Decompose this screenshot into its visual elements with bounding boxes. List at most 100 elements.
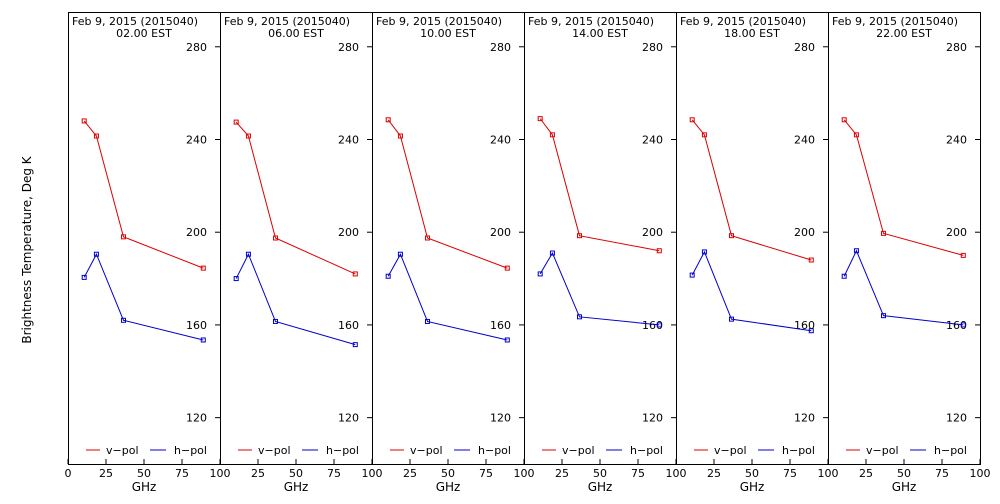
data-point-h-pol [656, 322, 662, 328]
series-line-v-pol [83, 120, 204, 269]
y-tick-label: 160 [490, 319, 511, 332]
data-point-h-pol [397, 251, 403, 257]
x-axis-label: GHz [284, 480, 309, 494]
x-axis-label: GHz [588, 480, 613, 494]
x-tick-label: 50 [289, 467, 303, 480]
x-tick-label: 25 [251, 467, 265, 480]
data-point-v-pol [352, 271, 358, 277]
y-tick-label: 200 [186, 226, 207, 239]
x-tick-label: 75 [479, 467, 493, 480]
y-tick-label: 200 [490, 226, 511, 239]
legend-label-h-pol: h−pol [782, 444, 815, 457]
data-point-v-pol [120, 234, 126, 240]
data-point-h-pol [960, 322, 966, 328]
y-tick-label: 160 [946, 319, 967, 332]
data-point-v-pol [576, 233, 582, 239]
x-axis-label: GHz [436, 480, 461, 494]
data-point-v-pol [537, 116, 543, 122]
data-point-h-pol [808, 328, 814, 334]
x-tick-label: 0 [65, 467, 72, 480]
y-tick-label: 240 [946, 133, 967, 146]
data-point-h-pol [385, 273, 391, 279]
panel-title: Feb 9, 2015 (2015040) [528, 15, 654, 28]
data-point-v-pol [233, 119, 239, 125]
data-point-h-pol [504, 337, 510, 343]
data-point-v-pol [385, 117, 391, 123]
data-point-h-pol [424, 318, 430, 324]
y-tick-label: 200 [946, 226, 967, 239]
legend-label-v-pol: v−pol [106, 444, 139, 457]
x-tick-label: 100 [818, 467, 839, 480]
legend-label-v-pol: v−pol [562, 444, 595, 457]
y-tick-label: 280 [794, 41, 815, 54]
data-point-v-pol [656, 248, 662, 254]
y-tick-label: 120 [642, 412, 663, 425]
data-point-h-pol [352, 342, 358, 348]
panel-title: Feb 9, 2015 (2015040) [680, 15, 806, 28]
y-tick-label: 200 [338, 226, 359, 239]
x-tick-label: 100 [666, 467, 687, 480]
x-tick-label: 50 [137, 467, 151, 480]
y-tick-label: 240 [642, 133, 663, 146]
data-point-h-pol [841, 273, 847, 279]
data-point-v-pol [504, 265, 510, 271]
data-point-h-pol [120, 317, 126, 323]
panel-time: 14.00 EST [572, 27, 628, 40]
panel-6: Feb 9, 2015 (2015040)22.00 EST 120 160 200 2… [827, 12, 991, 494]
x-tick-label: 25 [859, 467, 873, 480]
legend-label-h-pol: h−pol [174, 444, 207, 457]
data-point-v-pol [93, 133, 99, 139]
y-tick-label: 280 [490, 41, 511, 54]
y-tick-label: 160 [186, 319, 207, 332]
data-point-v-pol [701, 132, 707, 138]
data-point-v-pol [841, 117, 847, 123]
data-point-v-pol [880, 230, 886, 236]
y-tick-label: 280 [946, 41, 967, 54]
data-point-h-pol [272, 318, 278, 324]
x-tick-label: 75 [631, 467, 645, 480]
panel-5: Feb 9, 2015 (2015040)18.00 EST1201602002… [675, 12, 839, 494]
y-tick-label: 160 [338, 319, 359, 332]
legend-label-h-pol: h−pol [934, 444, 967, 457]
data-point-v-pol [689, 117, 695, 123]
data-point-v-pol [728, 233, 734, 239]
y-tick-label: 160 [642, 319, 663, 332]
x-tick-label: 75 [935, 467, 949, 480]
data-point-h-pol [576, 314, 582, 320]
x-tick-label: 25 [403, 467, 417, 480]
y-tick-label: 120 [794, 412, 815, 425]
x-tick-label: 75 [327, 467, 341, 480]
legend-label-h-pol: h−pol [478, 444, 511, 457]
data-point-h-pol [853, 248, 859, 254]
panel-time: 18.00 EST [724, 27, 780, 40]
series-line-v-pol [387, 119, 508, 269]
legend-label-v-pol: v−pol [866, 444, 899, 457]
data-point-h-pol [728, 316, 734, 322]
x-axis-label: GHz [132, 480, 157, 494]
x-tick-label: 100 [970, 467, 991, 480]
data-point-h-pol [245, 251, 251, 257]
y-tick-label: 280 [642, 41, 663, 54]
panel-title: Feb 9, 2015 (2015040) [376, 15, 502, 28]
series-line-h-pol [83, 253, 204, 341]
data-point-v-pol [272, 235, 278, 241]
data-point-v-pol [808, 257, 814, 263]
data-point-v-pol [549, 132, 555, 138]
panels: Feb 9, 2015 (2015040)02.00 EST1201602002… [65, 12, 991, 494]
data-point-h-pol [93, 251, 99, 257]
x-tick-label: 50 [897, 467, 911, 480]
x-tick-label: 25 [555, 467, 569, 480]
data-point-v-pol [853, 132, 859, 138]
panel-3: Feb 9, 2015 (2015040)10.00 EST 120 160 200 2… [371, 12, 535, 494]
series-line-h-pol [691, 250, 812, 332]
legend-label-h-pol: h−pol [326, 444, 359, 457]
data-point-v-pol [245, 133, 251, 139]
y-tick-label: 120 [946, 412, 967, 425]
data-point-h-pol [880, 313, 886, 319]
y-tick-label: 240 [338, 133, 359, 146]
data-point-h-pol [233, 276, 239, 282]
x-tick-label: 100 [514, 467, 535, 480]
legend-label-v-pol: v−pol [410, 444, 443, 457]
series-line-v-pol [691, 119, 812, 261]
